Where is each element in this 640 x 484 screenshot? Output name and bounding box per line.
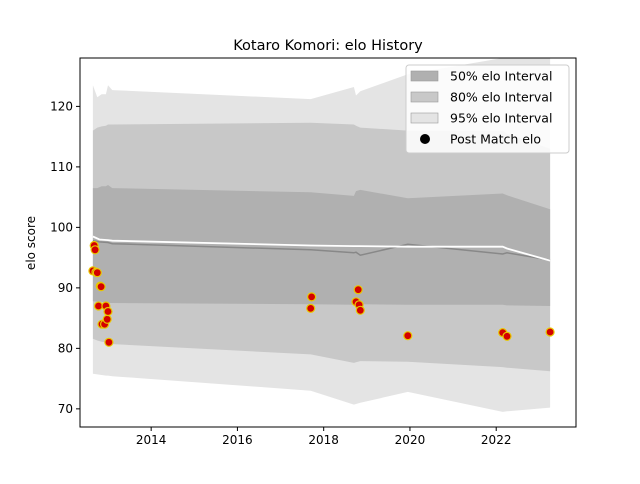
y-tick-label: 100: [50, 220, 73, 234]
post-match-point: [502, 331, 512, 341]
x-tick-label: 2022: [481, 433, 512, 447]
plot-frame: [79, 57, 577, 428]
post-match-point: [403, 331, 413, 341]
legend-box: [405, 64, 570, 154]
y-tick-label: 80: [58, 341, 73, 355]
white-line: [92, 235, 551, 262]
legend-label: 80% elo Interval: [450, 90, 552, 105]
x-tick-label: 2014: [136, 433, 167, 447]
legend-swatch: [410, 70, 439, 82]
legend-label: 95% elo Interval: [450, 111, 552, 126]
post-match-point: [102, 314, 112, 324]
y-tick-label: 70: [58, 402, 73, 416]
post-match-point: [96, 282, 106, 292]
legend-marker: [420, 134, 430, 144]
x-tick-label: 2016: [222, 433, 253, 447]
post-match-point: [104, 337, 114, 347]
post-match-point: [355, 305, 365, 315]
post-match-points: [88, 240, 555, 347]
post-match-point: [353, 285, 363, 295]
post-match-point: [545, 327, 555, 337]
post-match-point: [92, 268, 102, 278]
post-match-point: [103, 306, 113, 317]
legend-label: 50% elo Interval: [450, 69, 552, 84]
elo-lines: [92, 235, 551, 262]
post-match-point: [307, 292, 317, 302]
x-tick-label: 2018: [308, 433, 339, 447]
y-tick-label: 90: [58, 281, 73, 295]
legend: 50% elo Interval 80% elo Interval 95% elo …: [405, 64, 570, 154]
legend-label: Post Match elo: [450, 132, 541, 147]
post-match-point: [90, 245, 100, 255]
post-match-point: [306, 303, 316, 313]
chart-title: Kotaro Komori: elo History: [233, 38, 423, 54]
y-tick-label: 120: [50, 99, 73, 113]
y-tick-label: 110: [50, 160, 73, 174]
axes: 2014 2016 2018 2020 2022 70 80 90 100 110 120: [50, 57, 577, 447]
legend-swatch: [410, 91, 439, 103]
legend-swatch: [410, 112, 439, 124]
mean-elo-line: [92, 239, 551, 261]
x-tick-label: 2020: [395, 433, 426, 447]
y-axis-label: elo score: [24, 216, 38, 270]
